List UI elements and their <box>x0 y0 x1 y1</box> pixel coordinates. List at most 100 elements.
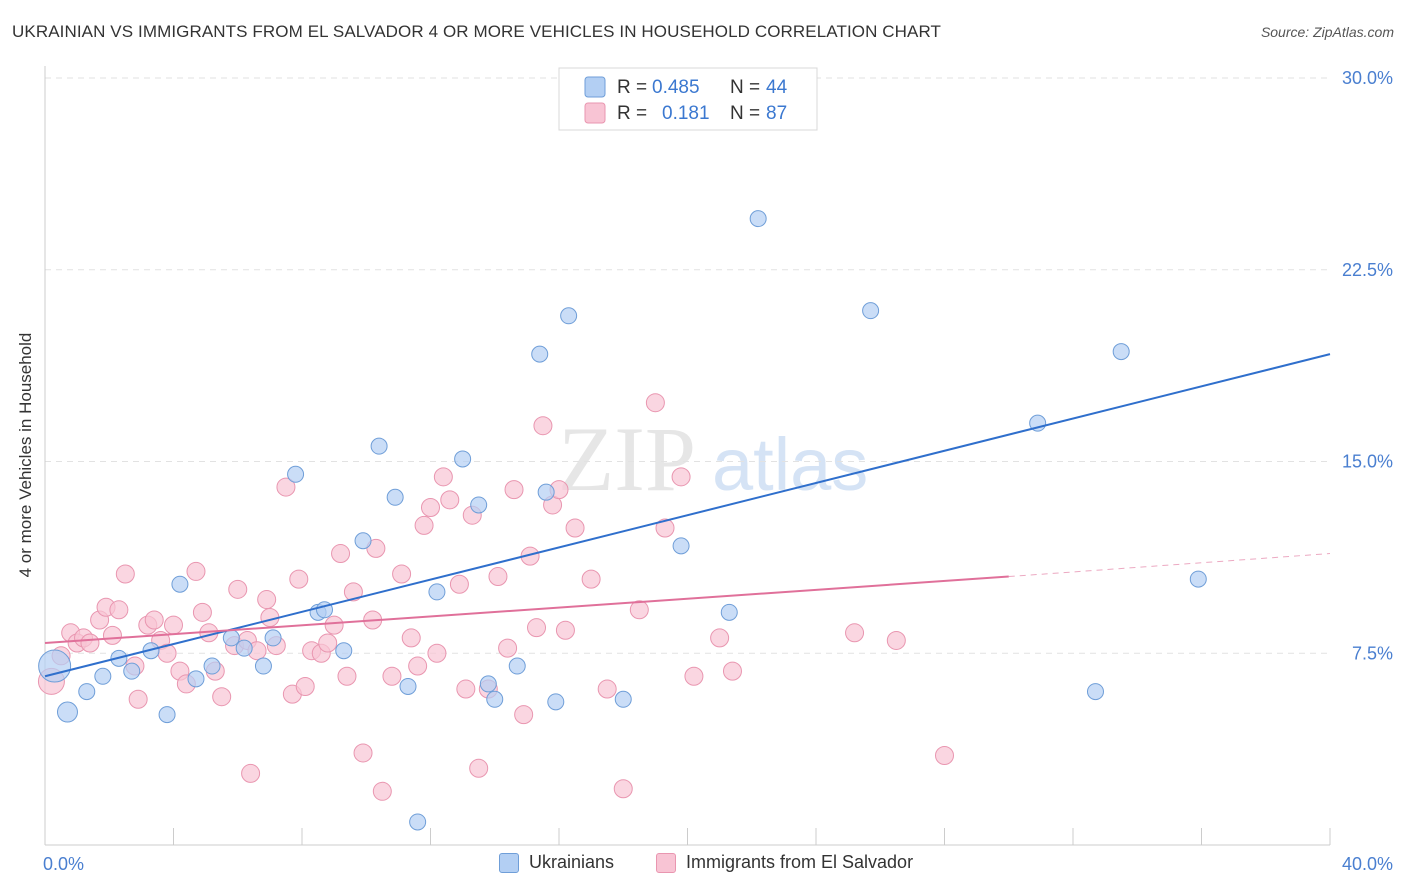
trend-line-el-salvador <box>44 575 1009 645</box>
data-point <box>235 639 253 657</box>
data-point <box>123 662 141 680</box>
legend-label-el-salvador: Immigrants from El Salvador <box>686 852 914 872</box>
data-point <box>433 467 453 487</box>
legend-n-label: N = <box>730 77 760 98</box>
data-point <box>720 603 738 621</box>
data-point <box>722 661 742 681</box>
data-point <box>537 483 555 501</box>
data-point <box>427 643 447 663</box>
data-point <box>80 633 100 653</box>
data-point <box>479 675 497 693</box>
data-point <box>128 689 148 709</box>
data-point <box>401 628 421 648</box>
data-point <box>469 758 489 778</box>
trend-line-el-salvador-extension <box>1008 553 1331 578</box>
data-point <box>254 657 272 675</box>
data-point <box>1086 683 1104 701</box>
data-point <box>421 498 440 518</box>
data-point <box>862 302 880 320</box>
data-point <box>94 667 112 685</box>
legend-r-value: 0.485 <box>652 77 700 98</box>
data-point <box>38 649 72 683</box>
data-point <box>710 628 730 648</box>
data-point <box>886 630 906 650</box>
data-point <box>555 620 575 640</box>
data-point <box>581 569 601 589</box>
data-point <box>414 515 434 535</box>
data-point <box>514 705 534 725</box>
y-tick-label: 22.5% <box>1342 260 1393 280</box>
chart-title: UKRAINIAN VS IMMIGRANTS FROM EL SALVADOR… <box>12 22 942 41</box>
x-tick-labels: 0.0% 40.0% <box>43 854 1393 874</box>
data-point <box>370 437 388 455</box>
data-point <box>1112 343 1130 361</box>
trend-lines <box>44 353 1331 678</box>
data-point <box>454 450 472 468</box>
series-el-salvador <box>37 393 954 801</box>
data-point <box>614 690 632 708</box>
data-point <box>655 518 675 538</box>
legend-swatch-ukrainians <box>499 852 519 873</box>
legend-bottom: Ukrainians Immigrants from El Salvador <box>0 852 1406 878</box>
source-label: Source: ZipAtlas.com <box>1260 24 1394 40</box>
legend-r-label: R = <box>617 103 647 124</box>
data-point <box>531 345 549 363</box>
data-point <box>428 583 446 601</box>
data-point <box>1189 570 1207 588</box>
watermark: ZIP atlas <box>558 408 868 510</box>
data-point <box>684 666 704 686</box>
data-point <box>386 488 404 506</box>
data-point <box>560 307 578 325</box>
data-point <box>486 690 504 708</box>
data-point <box>144 610 164 630</box>
data-point <box>331 544 351 564</box>
data-point <box>102 625 122 645</box>
data-point <box>158 706 176 724</box>
data-point <box>565 518 585 538</box>
data-point <box>289 569 309 589</box>
legend-r-value: 0.181 <box>662 103 710 124</box>
data-point <box>228 579 248 599</box>
legend-item-el-salvador: Immigrants from El Salvador <box>656 852 913 873</box>
data-point <box>547 693 565 711</box>
data-point <box>382 666 402 686</box>
data-point <box>276 477 296 497</box>
axes <box>44 66 1331 846</box>
x-tick-label: 40.0% <box>1342 854 1393 874</box>
data-point <box>629 600 649 620</box>
legend-item-ukrainians: Ukrainians <box>499 852 614 873</box>
data-point <box>408 656 428 676</box>
data-point <box>343 582 363 602</box>
data-point <box>440 490 460 510</box>
legend-swatch-ukrainians <box>584 76 606 98</box>
data-point <box>399 677 417 695</box>
data-point <box>527 618 547 638</box>
legend-n-value: 44 <box>766 77 788 98</box>
legend-n-value: 87 <box>766 103 787 124</box>
x-tick-label: 0.0% <box>43 854 84 874</box>
data-point <box>241 763 261 783</box>
data-point <box>672 537 690 555</box>
series-ukrainians <box>38 210 1207 831</box>
data-point <box>392 564 412 584</box>
data-point <box>353 743 373 763</box>
grid <box>45 77 1330 654</box>
data-point <box>324 615 344 635</box>
data-point <box>488 567 508 587</box>
data-point <box>470 496 488 514</box>
data-point <box>295 676 315 696</box>
data-point <box>498 638 518 658</box>
data-point <box>164 615 183 635</box>
data-point <box>504 480 524 500</box>
legend-n-label: N = <box>730 103 760 124</box>
data-point <box>192 602 212 622</box>
data-point <box>613 779 633 799</box>
legend-top: R = 0.485 N = 44 R = 0.181 N = 87 <box>558 67 818 131</box>
legend-r-label: R = <box>617 77 647 98</box>
data-point <box>264 629 282 647</box>
data-point <box>287 465 305 483</box>
data-point <box>187 670 205 688</box>
data-point <box>212 687 232 707</box>
data-point <box>222 629 240 647</box>
data-point <box>366 538 386 558</box>
